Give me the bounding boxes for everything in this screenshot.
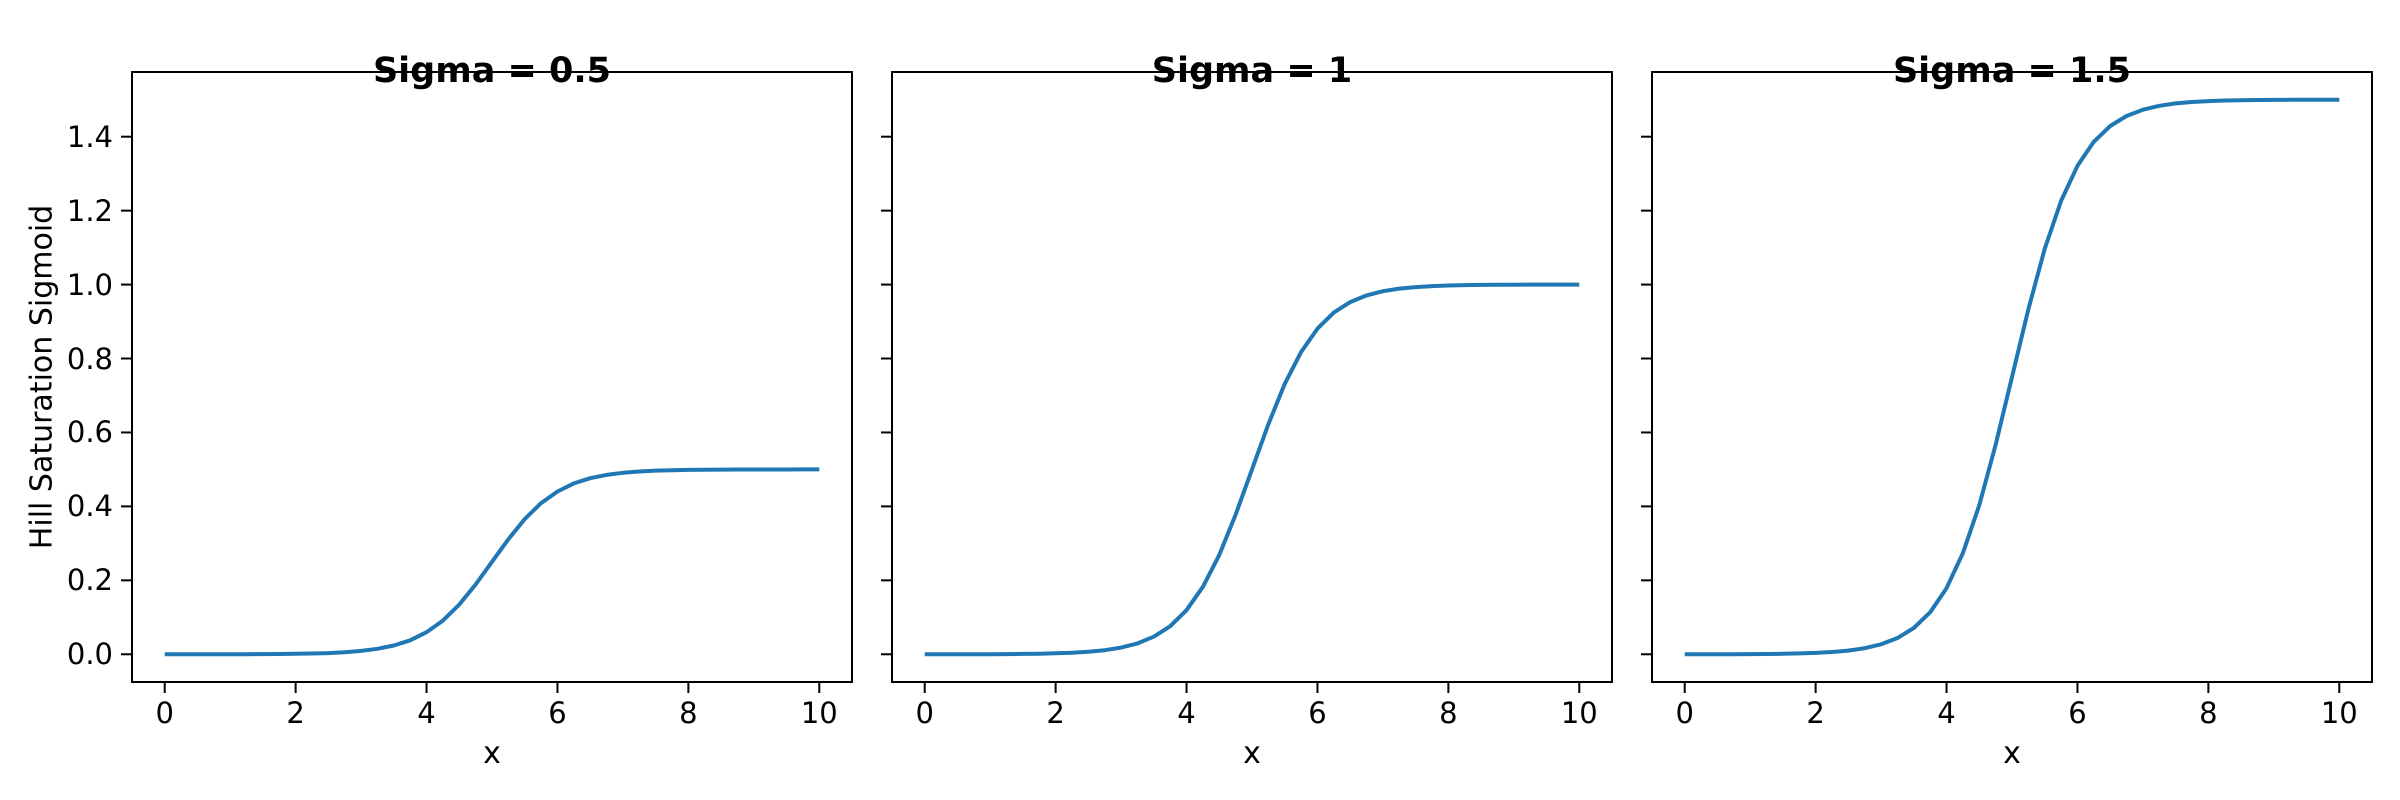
x-tick-label: 4 (1177, 696, 1196, 730)
y-tick-label: 0.6 (66, 415, 113, 450)
x-tick-label: 10 (2320, 696, 2358, 730)
sigmoid-curve-plot-3 (1684, 97, 2340, 657)
axes-box-plot-3 (1651, 71, 2373, 683)
x-tick-label: 6 (548, 696, 567, 730)
x-tick-label: 0 (1675, 696, 1694, 730)
plot-title-sigma-0.5: Sigma = 0.5 (372, 51, 612, 92)
x-tick-label: 10 (800, 696, 838, 730)
x-tick-label: 8 (1439, 696, 1458, 730)
x-axis-label-plot-2: x (1243, 736, 1261, 771)
y-tick-label: 0.2 (66, 563, 113, 598)
y-tick-label: 1.2 (66, 193, 113, 228)
x-axis-label-plot-1: x (483, 736, 501, 771)
x-tick-label: 4 (417, 696, 436, 730)
x-tick-label: 8 (679, 696, 698, 730)
x-tick-label: 6 (2068, 696, 2087, 730)
sigmoid-curve-plot-1 (164, 467, 820, 657)
axes-box-plot-2 (891, 71, 1613, 683)
x-tick-label: 2 (1806, 696, 1825, 730)
x-tick-label: 2 (1046, 696, 1065, 730)
plot-title-sigma-1.5: Sigma = 1.5 (1892, 51, 2132, 92)
x-tick-label: 6 (1308, 696, 1327, 730)
y-tick-label: 0.0 (66, 637, 113, 672)
x-tick-label: 4 (1937, 696, 1956, 730)
axes-box-plot-1 (131, 71, 853, 683)
x-tick-label: 0 (155, 696, 174, 730)
x-tick-label: 2 (286, 696, 305, 730)
sigmoid-curve-plot-2 (924, 282, 1580, 657)
y-tick-label: 1.0 (66, 267, 113, 302)
plot-title-sigma-1: Sigma = 1 (1151, 51, 1353, 92)
y-tick-label: 1.4 (66, 119, 113, 154)
x-tick-label: 8 (2199, 696, 2218, 730)
y-tick-label: 0.4 (66, 489, 113, 524)
y-tick-label: 0.8 (66, 341, 113, 376)
x-tick-label: 0 (915, 696, 934, 730)
x-tick-label: 10 (1560, 696, 1598, 730)
x-axis-label-plot-3: x (2003, 736, 2021, 771)
